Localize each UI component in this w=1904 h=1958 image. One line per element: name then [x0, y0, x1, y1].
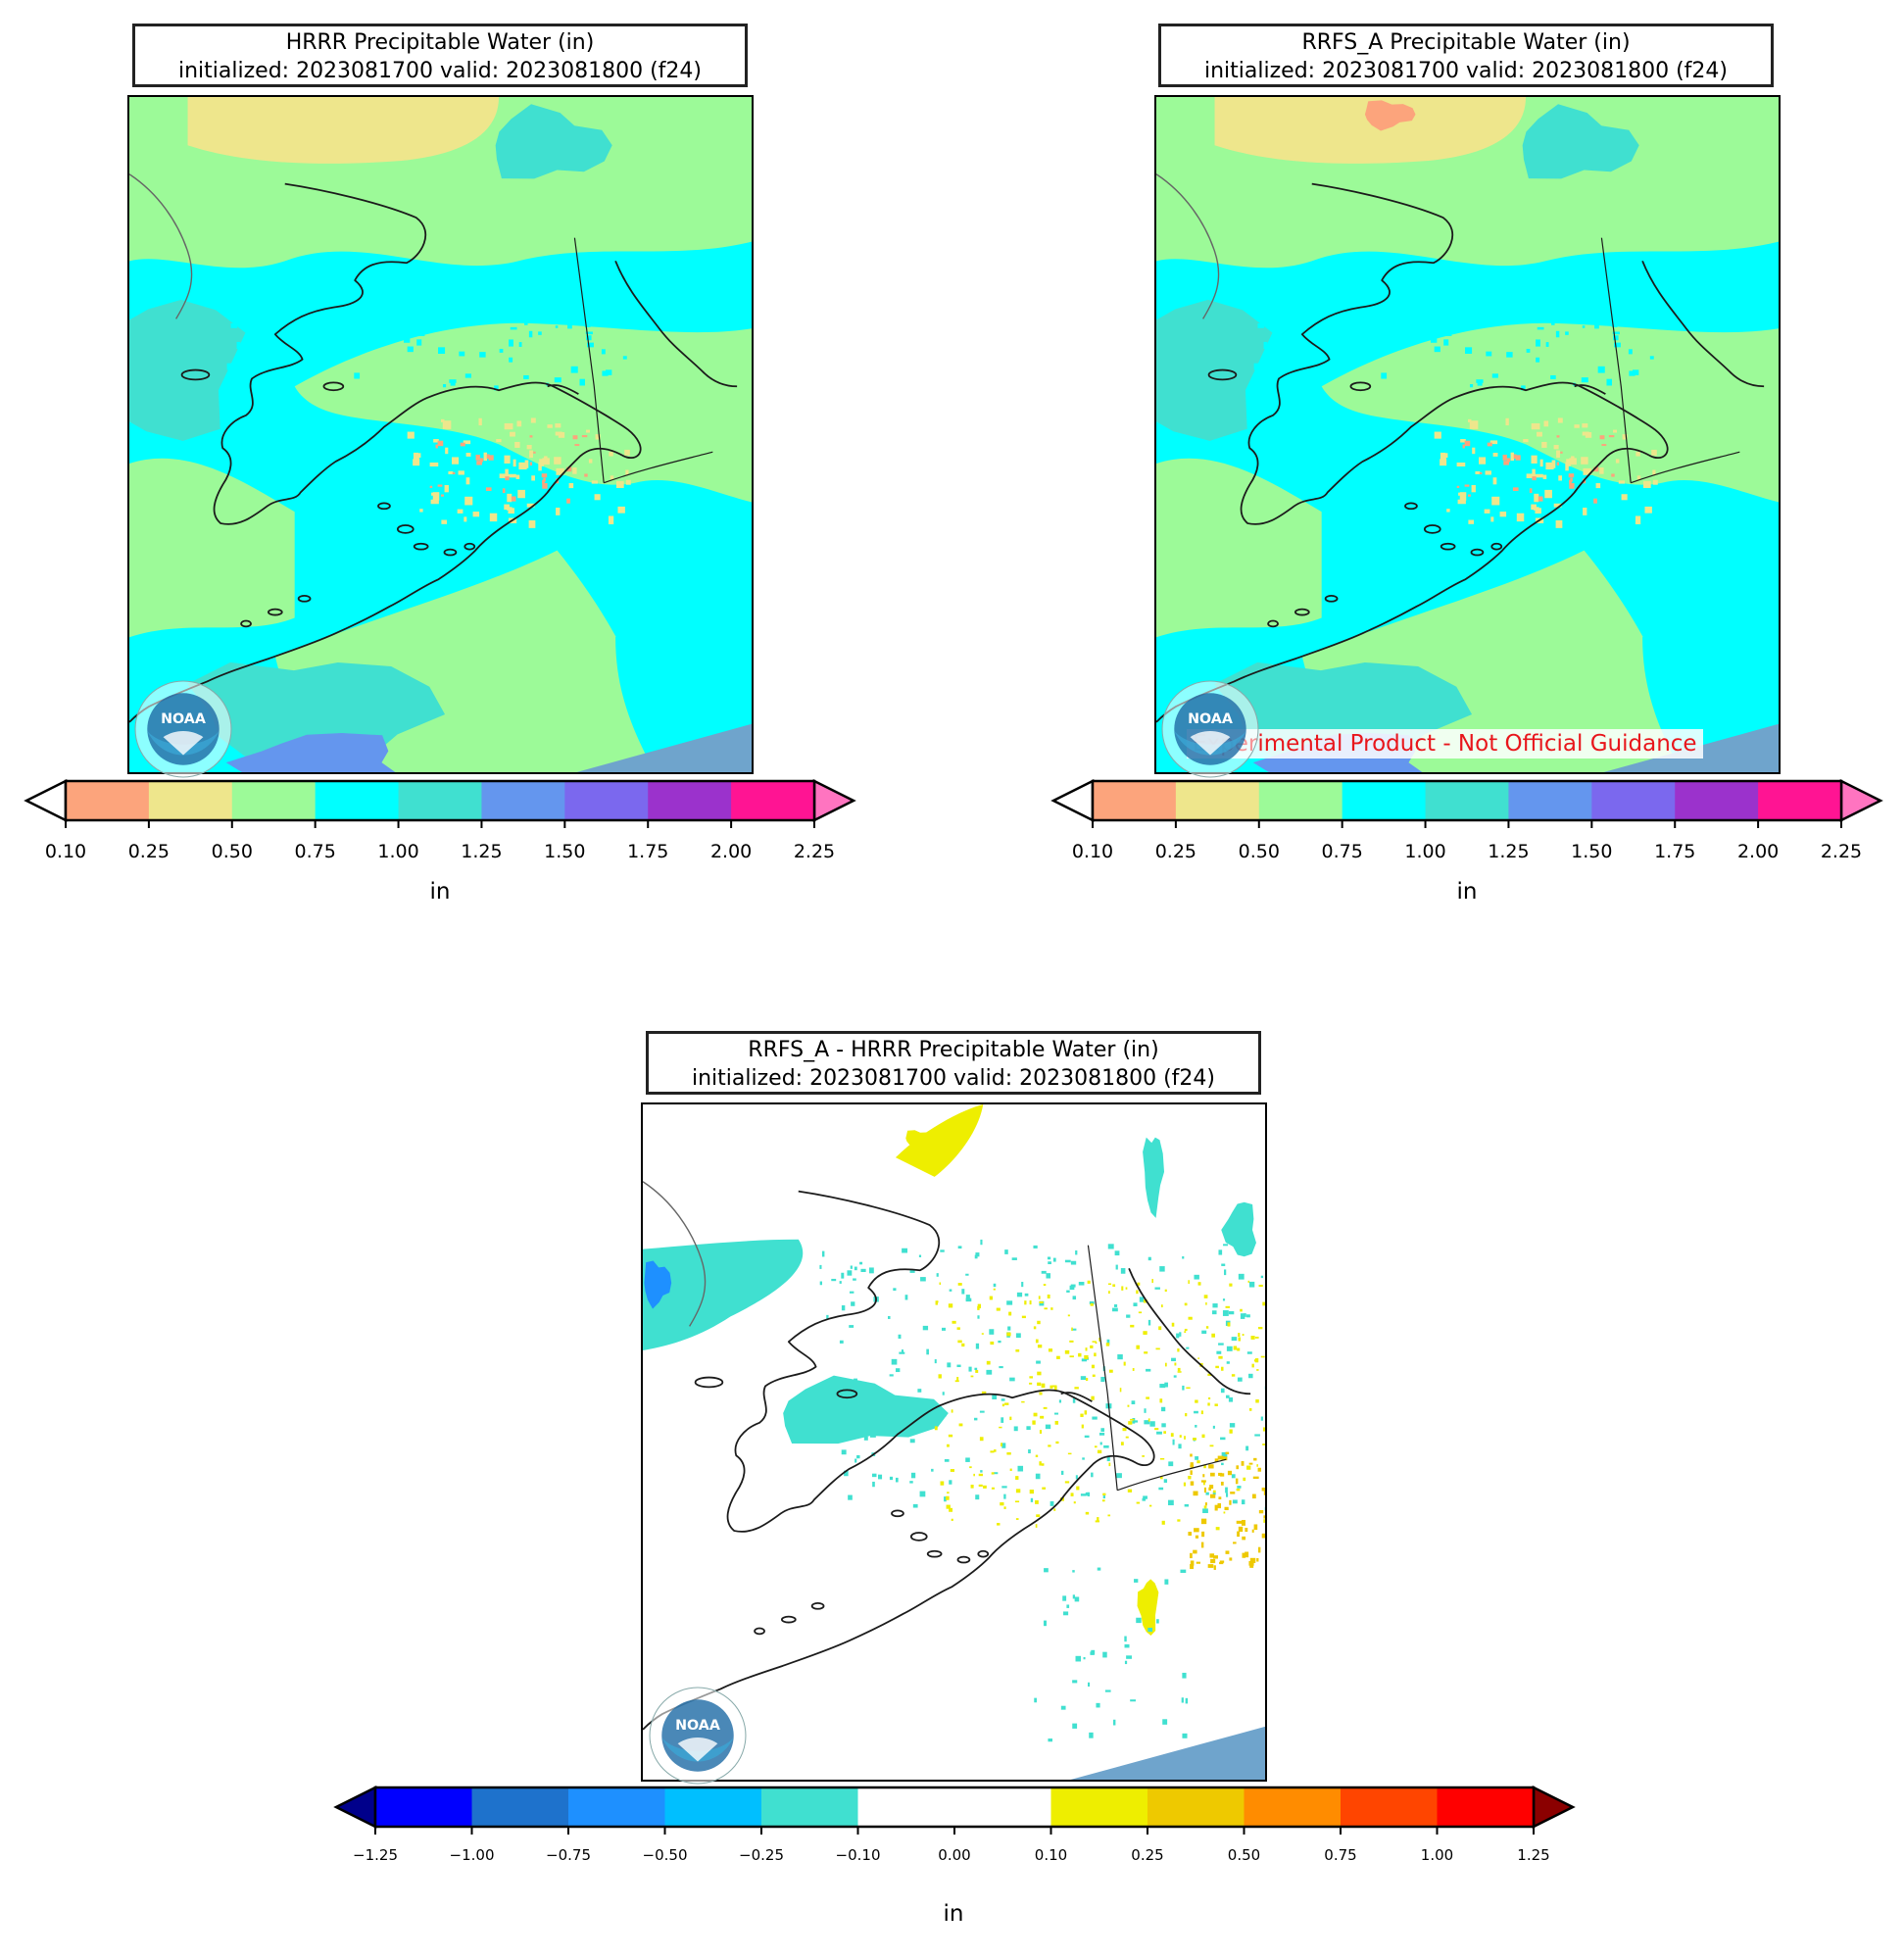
panel3-title-line1: RRFS_A - HRRR Precipitable Water (in)	[748, 1038, 1159, 1062]
colorbar-tick-label: 0.25	[1131, 1846, 1163, 1864]
colorbar-tick-label: 0.10	[1072, 841, 1113, 862]
colorbar-tick-label: 0.50	[212, 841, 253, 862]
colorbar-tick-label: 1.00	[1421, 1846, 1453, 1864]
colorbar-segment	[564, 781, 649, 820]
colorbar-segment	[1093, 781, 1177, 820]
colorbar-segment	[731, 781, 815, 820]
colorbar-tick-label: 0.75	[1322, 841, 1363, 862]
colorbar-tick-label: 1.25	[1517, 1846, 1549, 1864]
colorbar-segment	[375, 1787, 472, 1827]
panel1-title-line1: HRRR Precipitable Water (in)	[285, 30, 595, 55]
colorbar-segment	[1341, 1787, 1438, 1827]
colorbar-segment	[857, 1787, 955, 1827]
colorbar-segment	[231, 781, 317, 820]
panel3-title-line2: initialized: 2023081700 valid: 202308180…	[692, 1066, 1215, 1091]
panel3-colorbar: −1.25 −1.00 −0.75 −0.50 −0.25 −0.10 0.00 0.10 0.…	[333, 1785, 1576, 1864]
colorbar-under-arrow	[333, 1785, 377, 1830]
colorbar-tick-label: −0.50	[643, 1846, 688, 1864]
colorbar-tick-label: 2.00	[710, 841, 752, 862]
colorbar-tick-label: 1.75	[1654, 841, 1695, 862]
colorbar-tick-label: −0.10	[836, 1846, 881, 1864]
colorbar-over-arrow	[812, 778, 856, 823]
colorbar-tick-label: −1.25	[353, 1846, 398, 1864]
colorbar-segment	[1437, 1787, 1535, 1827]
colorbar-segment	[648, 781, 732, 820]
colorbar-tick-label: 1.50	[1571, 841, 1612, 862]
panel1-colorbar-unit: in	[429, 879, 451, 905]
colorbar-tick-label: 0.50	[1228, 1846, 1260, 1864]
colorbar-tick-label: 1.00	[377, 841, 418, 862]
panel3-colorbar-unit: in	[943, 1901, 964, 1927]
colorbar-tick-label: 0.50	[1239, 841, 1280, 862]
colorbar-tick-label: 1.50	[544, 841, 585, 862]
colorbar-segment	[1425, 781, 1509, 820]
colorbar-tick-label: 0.75	[1324, 1846, 1356, 1864]
panel2-colorbar-unit: in	[1456, 879, 1478, 905]
colorbar-tick-label: 0.00	[938, 1846, 970, 1864]
colorbar-segment	[1050, 1787, 1148, 1827]
panel1-map	[127, 95, 754, 774]
colorbar-segment	[471, 1787, 569, 1827]
colorbar-tick-label: 0.75	[295, 841, 336, 862]
colorbar-tick-label: 0.25	[128, 841, 170, 862]
noaa-logo: NOAA	[133, 679, 233, 779]
colorbar-tick-label: 0.10	[1035, 1846, 1067, 1864]
colorbar-segment	[1342, 781, 1427, 820]
panel1-title: HRRR Precipitable Water (in) initialized…	[132, 24, 748, 87]
panel3-map	[641, 1102, 1267, 1782]
colorbar-tick-label: 1.75	[627, 841, 668, 862]
colorbar-tick-label: 1.25	[461, 841, 502, 862]
colorbar-under-arrow	[1050, 778, 1095, 823]
colorbar-segment	[315, 781, 400, 820]
colorbar-tick-label: 2.25	[794, 841, 835, 862]
panel2-colorbar: 0.10 0.25 0.50 0.75 1.00 1.25 1.50 1.75 2.00 2.25	[1050, 778, 1883, 862]
colorbar-tick-label: 0.25	[1155, 841, 1196, 862]
colorbar-segment	[1147, 1787, 1245, 1827]
colorbar-under-arrow	[24, 778, 68, 823]
colorbar-segment	[568, 1787, 665, 1827]
colorbar-tick-label: 1.00	[1404, 841, 1445, 862]
noaa-logo: NOAA	[1160, 679, 1260, 779]
colorbar-segment	[1758, 781, 1842, 820]
panel2-title: RRFS_A Precipitable Water (in) initializ…	[1158, 24, 1774, 87]
colorbar-tick-label: −0.25	[739, 1846, 784, 1864]
colorbar-tick-label: −0.75	[546, 1846, 591, 1864]
panel2-title-line1: RRFS_A Precipitable Water (in)	[1301, 30, 1631, 55]
colorbar-tick-label: −1.00	[450, 1846, 495, 1864]
colorbar-tick-label: 1.25	[1488, 841, 1529, 862]
experimental-badge: Experimental Product - Not Official Guid…	[1187, 729, 1703, 759]
colorbar-segment	[148, 781, 233, 820]
colorbar-tick-label: 2.00	[1737, 841, 1779, 862]
colorbar-tick-label: 2.25	[1821, 841, 1862, 862]
panel1-colorbar: 0.10 0.25 0.50 0.75 1.00 1.25 1.50 1.75 2.00 2.25	[24, 778, 856, 862]
panel3-title: RRFS_A - HRRR Precipitable Water (in) in…	[646, 1031, 1261, 1095]
colorbar-segment	[1244, 1787, 1342, 1827]
colorbar-segment	[398, 781, 482, 820]
svg-text:NOAA: NOAA	[675, 1718, 720, 1734]
colorbar-segment	[1258, 781, 1343, 820]
colorbar-over-arrow	[1839, 778, 1883, 823]
colorbar-segment	[761, 1787, 858, 1827]
colorbar-segment	[1175, 781, 1260, 820]
svg-text:NOAA: NOAA	[1188, 711, 1233, 727]
svg-text:NOAA: NOAA	[161, 711, 206, 727]
panel2-title-line2: initialized: 2023081700 valid: 202308180…	[1204, 59, 1728, 83]
colorbar-tick-label: 0.10	[45, 841, 86, 862]
colorbar-segment	[66, 781, 150, 820]
colorbar-segment	[954, 1787, 1051, 1827]
colorbar-segment	[1675, 781, 1759, 820]
panel2-map	[1154, 95, 1781, 774]
panel1-title-line2: initialized: 2023081700 valid: 202308180…	[178, 59, 702, 83]
colorbar-over-arrow	[1532, 1785, 1576, 1830]
colorbar-segment	[1591, 781, 1676, 820]
noaa-logo: NOAA	[648, 1686, 748, 1786]
colorbar-segment	[481, 781, 565, 820]
colorbar-segment	[664, 1787, 762, 1827]
colorbar-segment	[1508, 781, 1592, 820]
